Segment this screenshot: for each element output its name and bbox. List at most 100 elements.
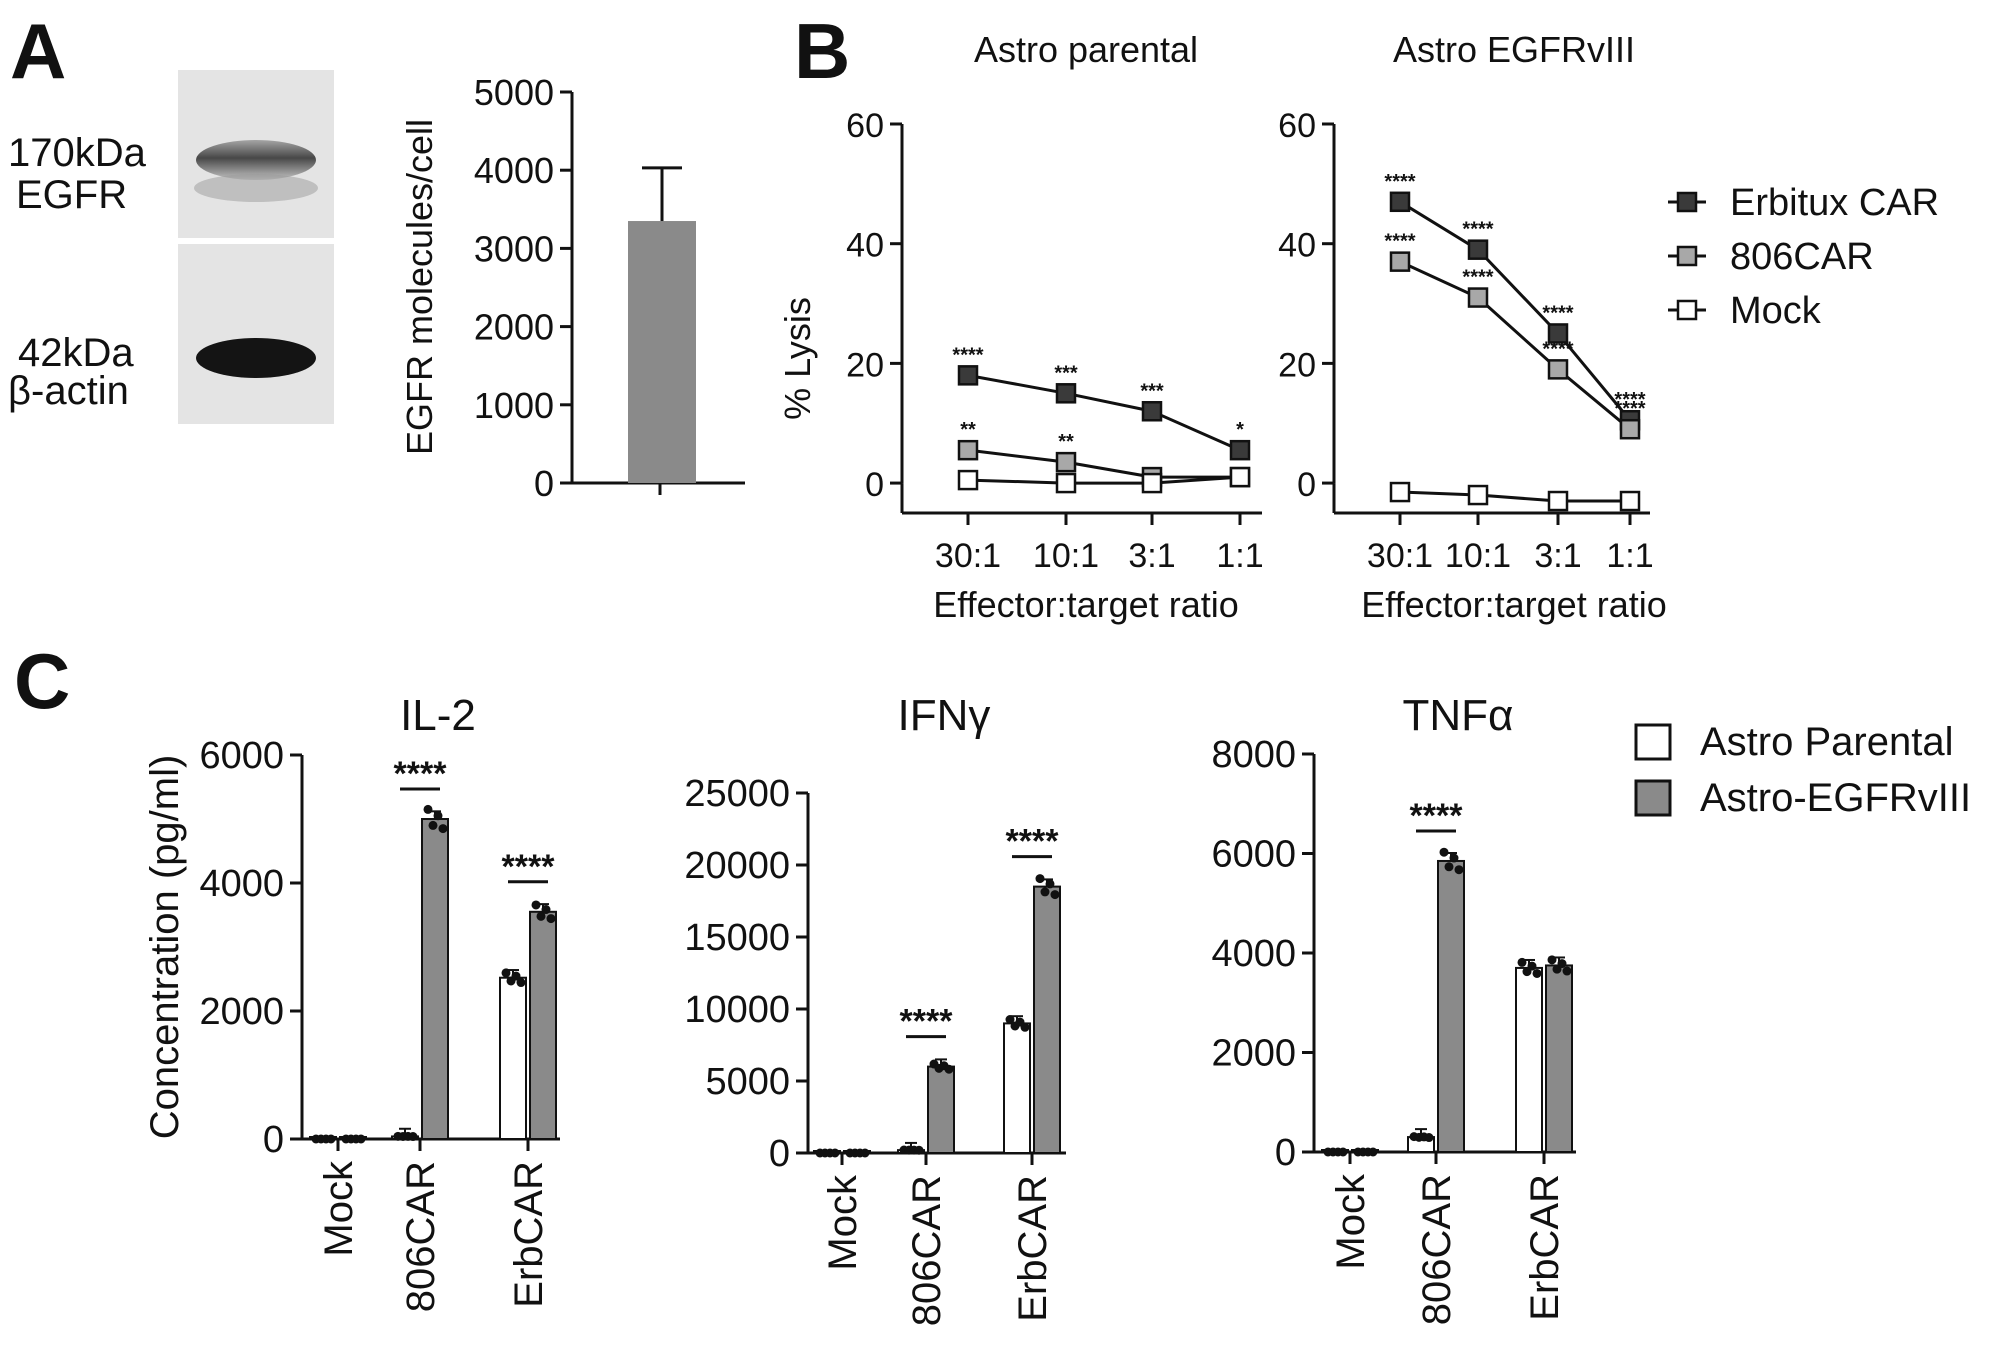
chart-title: Astro EGFRvIII [1393,29,1635,70]
bar [499,976,527,1140]
bar [529,910,557,1140]
x-tick-label: 806CAR [905,1175,949,1326]
x-tick-label: 30:1 [1367,537,1433,575]
y-tick-label: 60 [1278,107,1316,145]
x-tick-label: ErbCAR [1523,1174,1567,1321]
x-tick-label: 1:1 [1606,537,1653,575]
significance-label: *** [1054,362,1078,384]
y-tick-label: 25000 [684,773,790,815]
x-tick-label: 1:1 [1216,537,1263,575]
bar [1033,885,1061,1154]
significance-label: **** [900,1003,954,1041]
replicate-dot [1527,961,1537,971]
replicate-dot [1439,847,1449,857]
series-line-806car [1399,260,1631,431]
y-tick-label: 0 [1297,466,1316,504]
replicate-dot [1562,966,1572,976]
significance-label: ** [960,419,976,441]
replicate-dot [860,1148,870,1158]
x-axis-title: Effector:target ratio [1361,584,1667,625]
blot-label-beta-actin: β-actin [8,369,129,413]
y-tick-label: 60 [846,107,884,145]
x-tick-label: 806CAR [399,1161,443,1312]
x-tick-label: Mock [821,1174,865,1271]
x-tick-label: 3:1 [1128,537,1175,575]
data-point-marker [957,469,979,491]
data-point-marker [1389,251,1411,272]
replicate-dot [438,824,448,834]
data-point-marker [1467,484,1489,506]
y-tick-label: 4000 [199,863,284,905]
chart-ifng: 0 5000 10000 15000 20000 25000 IFNγ Mock 806CAR *… [684,691,1066,1326]
data-point-marker [1619,418,1641,440]
y-tick-label: 40 [846,227,884,265]
replicate-dot [1454,865,1464,875]
y-tick-label: 6000 [199,735,284,777]
chart-egfr-molecules: 0 1000 2000 3000 4000 5000 EGFR molecules/cell [399,72,745,504]
y-tick-label: 10000 [684,989,790,1031]
y-tick-label: 2000 [1211,1033,1296,1075]
data-point-marker [1547,323,1569,344]
y-tick-label: 40 [1278,227,1316,265]
data-point-marker [1547,490,1569,512]
significance-label: **** [1384,231,1415,253]
replicate-dot [511,971,521,981]
replicate-dot [1338,1147,1348,1157]
replicate-dot [531,900,541,910]
western-blot [178,70,334,424]
legend-swatch [1634,723,1672,761]
replicate-dot [1005,1015,1015,1025]
chart-title: TNFα [1403,691,1514,740]
x-tick-label: 10:1 [1445,537,1511,575]
chart-lysis-astro-egfrviii: 0 20 40 60 30:1 10:1 3:1 1:1 Astro EGFRvIII Effec… [1278,29,1939,625]
x-axis-title: Effector:target ratio [933,584,1239,625]
replicate-dot [1532,968,1542,978]
legend-marker [1676,299,1698,321]
significance-label: **** [1614,389,1645,411]
series-line-erbitux-car [1399,200,1632,422]
y-tick-label: 0 [263,1119,284,1161]
series-line-mock [1399,490,1630,503]
replicate-dot [356,1134,366,1144]
chart-title: IFNγ [898,691,991,740]
replicate-dot [433,811,443,821]
y-tick-label: 1000 [474,385,554,426]
y-tick-label: 0 [769,1133,790,1175]
y-tick-label: 0 [865,466,884,504]
significance-label: **** [1384,171,1415,193]
replicate-dot [1020,1022,1030,1032]
legend-marker [1676,245,1698,267]
significance-label: **** [502,848,556,886]
y-axis-title: Concentration (pg/ml) [143,755,187,1140]
series-line-erbitux-car [967,373,1241,452]
legend-swatch [1634,779,1672,817]
legend-label: Erbitux CAR [1730,182,1939,224]
series-line-mock [967,475,1241,485]
data-point-marker [957,439,979,461]
data-point-marker [1467,239,1489,260]
data-point-marker [1547,359,1569,380]
y-tick-label: 5000 [474,72,554,113]
data-point-marker [1229,439,1251,461]
significance-label: *** [1140,380,1164,402]
y-tick-label: 5000 [705,1061,790,1103]
significance-label: **** [1614,398,1645,420]
panel-label-a: A [10,7,66,95]
y-tick-label: 20 [1278,346,1316,384]
replicate-dot [1045,879,1055,889]
actin-band [196,338,316,378]
x-tick-label: Mock [1329,1173,1373,1270]
x-tick-label: 10:1 [1033,537,1099,575]
legend-label: Astro-EGFRvIII [1700,776,1971,820]
bar [927,1065,955,1154]
data-point-marker [1229,466,1251,488]
replicate-dot [1444,862,1454,872]
significance-label: **** [1542,302,1573,324]
chart-title: IL-2 [400,691,476,740]
bar [1515,966,1543,1153]
egfr-band [196,140,316,180]
y-tick-label: 4000 [474,150,554,191]
replicate-dot [1040,887,1050,897]
data-point-marker [1389,191,1411,213]
significance-label: **** [1542,338,1573,360]
